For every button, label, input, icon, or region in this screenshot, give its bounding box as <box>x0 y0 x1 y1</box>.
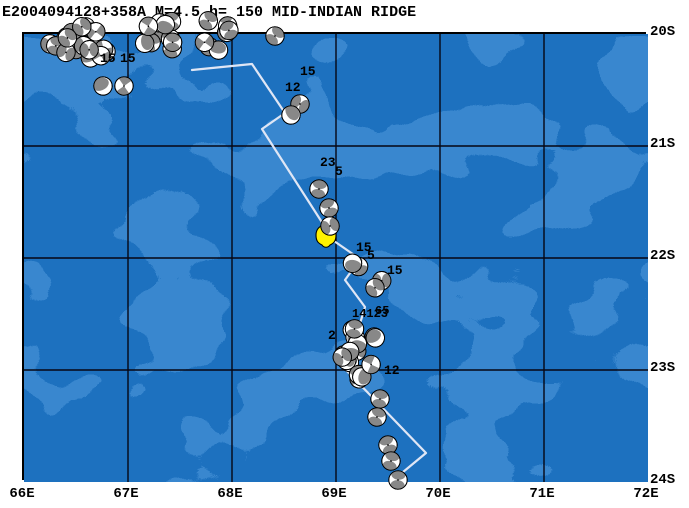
svg-text:15: 15 <box>387 263 403 278</box>
svg-text:15: 15 <box>100 51 116 66</box>
svg-text:12: 12 <box>285 80 301 95</box>
svg-text:15: 15 <box>120 51 136 66</box>
svg-text:5: 5 <box>367 248 375 263</box>
svg-text:5: 5 <box>335 164 343 179</box>
svg-text:2: 2 <box>328 328 336 343</box>
svg-text:65: 65 <box>375 304 389 318</box>
svg-text:12: 12 <box>384 363 400 378</box>
svg-text:23: 23 <box>320 155 336 170</box>
svg-text:15: 15 <box>300 64 316 79</box>
